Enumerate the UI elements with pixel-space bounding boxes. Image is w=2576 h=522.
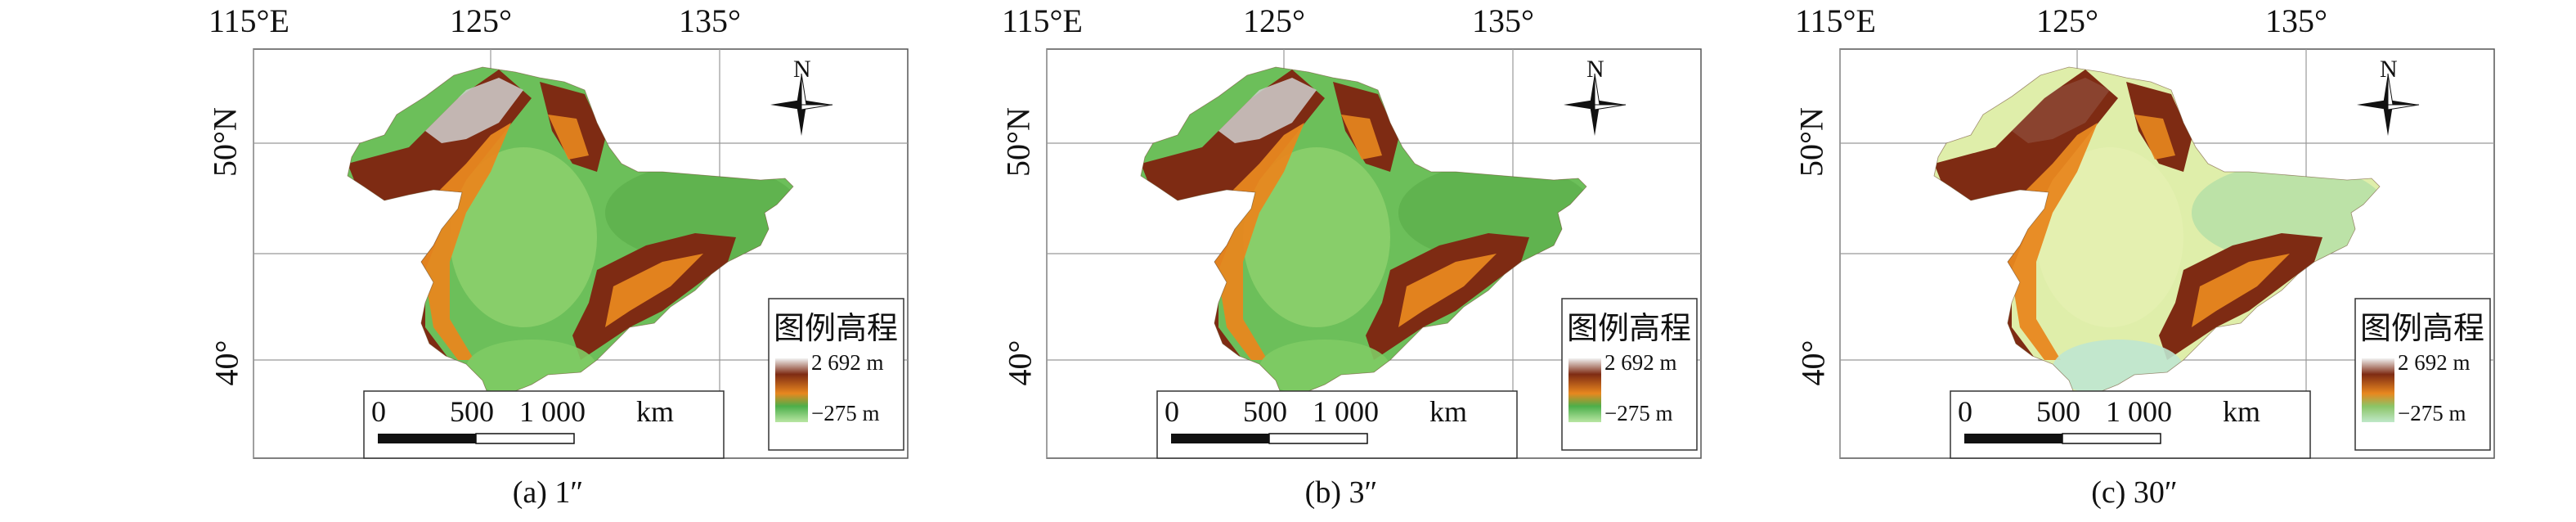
- north-label: N: [1586, 56, 1604, 83]
- legend-color-ramp: [775, 358, 808, 422]
- longitude-label-135: 135°: [2265, 2, 2327, 39]
- longitude-label-115: 115°E: [1002, 2, 1083, 39]
- map-panel-a: 115°E 125° 135° 50°N 40° N 图例高程 2 692 m −275 m 0 5…: [139, 0, 940, 522]
- scale-tick-500: 500: [1243, 395, 1287, 428]
- north-label: N: [2380, 56, 2398, 83]
- legend-max-label: 2 692 m: [1604, 350, 1677, 375]
- north-arrow-icon: [1564, 73, 1627, 136]
- scale-tick-1000: 1 000: [2106, 395, 2172, 428]
- longitude-label-125: 125°: [450, 2, 512, 39]
- scale-tick-0: 0: [371, 395, 386, 428]
- scale-unit: km: [1429, 395, 1468, 428]
- map-svg: [253, 48, 909, 459]
- panel-caption: (c) 30″: [2091, 475, 2178, 510]
- longitude-label-115: 115°E: [209, 2, 289, 39]
- longitude-label-125: 125°: [1243, 2, 1305, 39]
- latitude-label-40: 40°: [208, 340, 245, 386]
- longitude-label-115: 115°E: [1795, 2, 1876, 39]
- legend-min-label: −275 m: [2398, 401, 2466, 425]
- scale-bar: [1964, 433, 2161, 444]
- latitude-label-50n: 50°N: [1793, 107, 1830, 177]
- scale-bar: [1171, 433, 1368, 444]
- legend-color-ramp: [1568, 358, 1601, 422]
- map-svg: [1839, 48, 2495, 459]
- legend-max-label: 2 692 m: [811, 350, 884, 375]
- legend-color-ramp: [2362, 358, 2394, 422]
- legend-title: 图例高程: [2360, 310, 2485, 346]
- legend-min-label: −275 m: [1604, 401, 1673, 425]
- legend-title: 图例高程: [1567, 310, 1692, 346]
- longitude-label-135: 135°: [679, 2, 741, 39]
- scale-bar: [378, 433, 575, 444]
- north-arrow-icon: [770, 73, 833, 136]
- longitude-label-135: 135°: [1472, 2, 1534, 39]
- legend-title: 图例高程: [774, 310, 899, 346]
- north-arrow-icon: [2357, 73, 2420, 136]
- north-label: N: [793, 56, 811, 83]
- scale-tick-500: 500: [2036, 395, 2080, 428]
- panel-caption: (b) 3″: [1304, 475, 1378, 510]
- latitude-label-40: 40°: [1001, 340, 1039, 386]
- panel-caption: (a) 1″: [512, 475, 584, 510]
- legend-max-label: 2 692 m: [2398, 350, 2471, 375]
- map-panel-b: 115°E 125° 135° 50°N 40° N 图例高程 2 692 m −275 m 0 5…: [932, 0, 1734, 522]
- elevation-region: [1141, 67, 1586, 405]
- scale-tick-1000: 1 000: [1313, 395, 1379, 428]
- scale-tick-500: 500: [450, 395, 494, 428]
- latitude-label-40: 40°: [1794, 340, 1832, 386]
- scale-unit: km: [636, 395, 675, 428]
- scale-tick-1000: 1 000: [519, 395, 586, 428]
- longitude-label-125: 125°: [2036, 2, 2098, 39]
- latitude-label-50n: 50°N: [206, 107, 244, 177]
- latitude-label-50n: 50°N: [999, 107, 1037, 177]
- legend-min-label: −275 m: [811, 401, 880, 425]
- scale-tick-0: 0: [1958, 395, 1972, 428]
- map-svg: [1046, 48, 1702, 459]
- map-panel-c: 115°E 125° 135° 50°N 40° N 图例高程 2 692 m −275 m 0 5…: [1726, 0, 2527, 522]
- scale-unit: km: [2223, 395, 2261, 428]
- scale-tick-0: 0: [1165, 395, 1179, 428]
